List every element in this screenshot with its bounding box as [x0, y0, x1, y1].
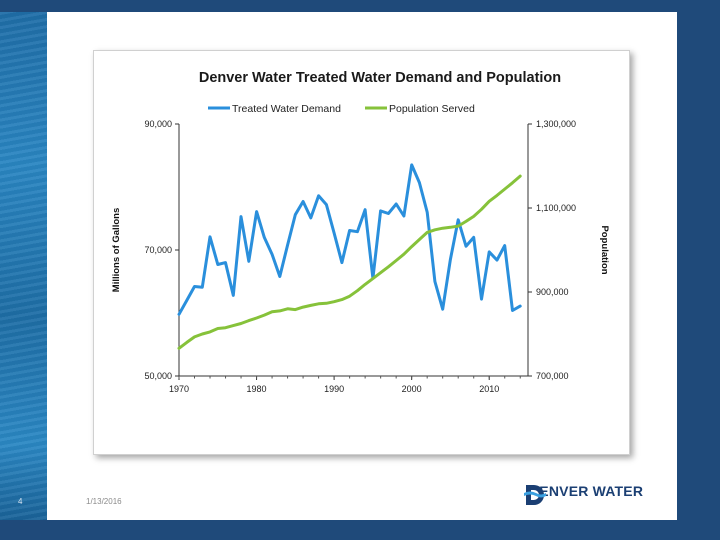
legend-label-population: Population Served [389, 103, 475, 115]
slide-number: 4 [18, 497, 23, 506]
legend: Treated Water Demand Population Served [208, 103, 475, 115]
x-tick-label: 1970 [169, 384, 189, 394]
series-line-treated-water-demand [177, 163, 522, 316]
y-tick-label: 90,000 [144, 119, 172, 129]
y2-tick-label: 900,000 [536, 287, 569, 297]
chart-title: Denver Water Treated Water Demand and Po… [199, 70, 561, 86]
y-tick-label: 50,000 [144, 371, 172, 381]
y-tick-label: 70,000 [144, 245, 172, 255]
chart-panel: Denver Water Treated Water Demand and Po… [93, 50, 630, 455]
brand-name: DENVER WATER [529, 483, 644, 499]
x-tick-label: 2000 [402, 384, 422, 394]
x-tick-label: 1980 [247, 384, 267, 394]
series-lines [177, 163, 522, 350]
y2-axis-label: Population [599, 225, 610, 274]
legend-label-demand: Treated Water Demand [232, 103, 341, 115]
slide-bottom-band [0, 520, 720, 540]
y2-tick-label: 700,000 [536, 371, 569, 381]
y2-tick-label: 1,100,000 [536, 203, 576, 213]
series-line-population-served [177, 174, 522, 350]
axes [175, 123, 532, 380]
x-tick-label: 2010 [479, 384, 499, 394]
water-texture-strip [0, 12, 47, 520]
tick-labels: 1970 1980 1990 2000 2010 50,000 70,000 90,000 70… [144, 119, 576, 394]
x-tick-label: 1990 [324, 384, 344, 394]
denver-water-logo: DENVER WATER [524, 483, 644, 505]
demand-population-chart: Denver Water Treated Water Demand and Po… [111, 70, 610, 394]
slide-date: 1/13/2016 [86, 497, 122, 506]
y2-tick-label: 1,300,000 [536, 119, 576, 129]
y-axis-label: Millions of Gallons [111, 208, 122, 292]
denver-water-d-icon [524, 485, 546, 505]
